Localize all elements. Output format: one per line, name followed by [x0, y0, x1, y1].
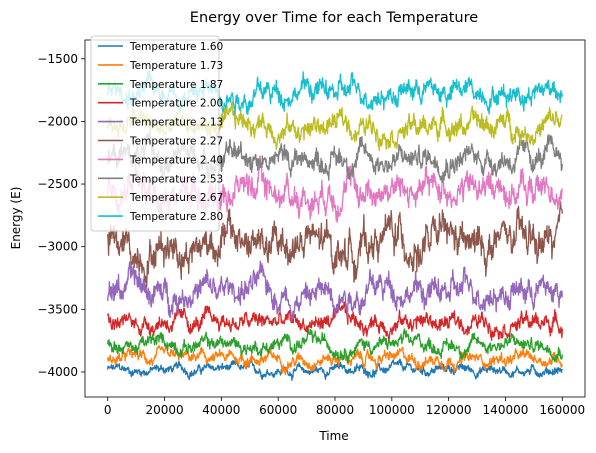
- chart-title: Energy over Time for each Temperature: [190, 10, 478, 26]
- x-tick-label: 160000: [539, 403, 585, 417]
- x-tick-label: 60000: [259, 403, 297, 417]
- x-tick-label: 120000: [426, 403, 472, 417]
- x-tick-label: 140000: [483, 403, 529, 417]
- x-tick-label: 20000: [145, 403, 183, 417]
- series-line-5: [107, 260, 563, 322]
- legend-label: Temperature 2.67: [129, 192, 223, 204]
- y-tick-label: −3500: [37, 302, 78, 316]
- series-line-1: [107, 358, 563, 382]
- y-axis: −4000 −3500 −3000 −2500 −2000 −1500: [37, 52, 85, 379]
- legend-label: Temperature 2.80: [129, 211, 223, 223]
- y-tick-label: −4000: [37, 365, 78, 379]
- legend-label: Temperature 2.27: [129, 136, 223, 148]
- legend-label: Temperature 1.60: [129, 41, 223, 53]
- x-tick-label: 0: [104, 403, 112, 417]
- y-tick-label: −3000: [37, 240, 78, 254]
- x-tick-label: 80000: [316, 403, 354, 417]
- legend-label: Temperature 1.87: [129, 79, 223, 91]
- y-tick-label: −2000: [37, 114, 78, 128]
- legend-label: Temperature 2.53: [129, 173, 223, 185]
- x-tick-label: 100000: [369, 403, 415, 417]
- x-axis: 0 20000 40000 60000 80000 100000 120000 140000 1…: [104, 397, 585, 417]
- series-line-6: [107, 201, 563, 288]
- y-tick-label: −2500: [37, 177, 78, 191]
- x-tick-label: 40000: [202, 403, 240, 417]
- x-axis-title: Time: [318, 429, 348, 443]
- legend-box: [90, 35, 220, 232]
- legend-label: Temperature 2.13: [129, 117, 223, 129]
- legend-label: Temperature 1.73: [129, 60, 223, 72]
- y-tick-label: −1500: [37, 52, 78, 66]
- legend-label: Temperature 2.00: [129, 98, 223, 110]
- series-line-4: [107, 299, 563, 342]
- series-line-3: [107, 328, 563, 364]
- legend: Temperature 1.60 Temperature 1.73 Temperat…: [90, 35, 223, 232]
- y-axis-title: Energy (E): [9, 187, 23, 250]
- legend-label: Temperature 2.40: [129, 154, 223, 166]
